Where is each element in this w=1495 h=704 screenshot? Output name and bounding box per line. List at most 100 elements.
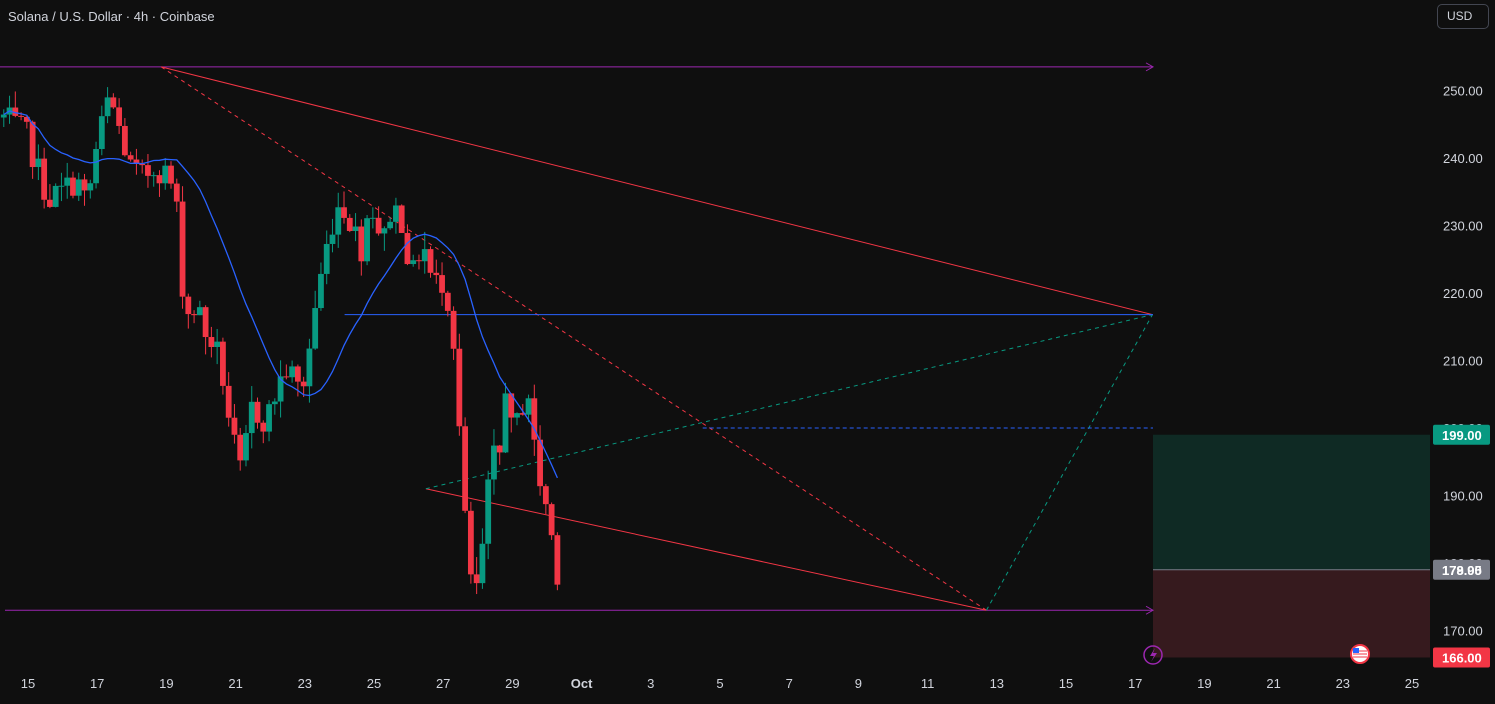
candle-body	[104, 97, 111, 117]
candle-body	[196, 307, 203, 316]
candle-body	[341, 207, 347, 218]
candle-body	[502, 393, 509, 453]
candle	[346, 214, 353, 233]
candle-body	[491, 445, 497, 480]
candle-body	[23, 116, 30, 122]
candle	[289, 360, 296, 383]
candle-body	[35, 158, 42, 168]
candle	[318, 262, 324, 311]
candle-body	[98, 116, 105, 150]
currency-button[interactable]: USD	[1437, 4, 1489, 29]
candle-body	[173, 183, 180, 202]
x-tick-label: 23	[298, 676, 312, 691]
candle-body	[185, 296, 192, 315]
candle	[531, 384, 538, 456]
y-tick-label: 220.00	[1443, 286, 1483, 301]
x-tick-label: 21	[1266, 676, 1280, 691]
lightning-icon-ring	[1143, 645, 1163, 665]
candle-body	[456, 348, 463, 427]
candle	[266, 400, 272, 442]
candle-body	[393, 205, 399, 222]
candle-body	[346, 217, 353, 231]
candle	[70, 171, 76, 199]
candle-body	[450, 310, 457, 349]
lightning-icon-bolt	[1150, 648, 1157, 662]
candle-body	[139, 163, 146, 166]
position-zones	[1153, 434, 1430, 658]
candle-body	[294, 366, 301, 382]
candle-body	[335, 207, 342, 235]
candle-body	[519, 413, 526, 415]
candle	[0, 109, 7, 128]
candle-body	[300, 381, 307, 387]
candle	[479, 528, 486, 589]
candle	[502, 382, 509, 454]
candle-body	[29, 121, 36, 168]
x-tick-label: 17	[90, 676, 104, 691]
candle-body	[410, 260, 417, 265]
candle	[254, 397, 261, 429]
x-tick-label: 25	[1405, 676, 1419, 691]
candle	[185, 293, 192, 329]
candle-body	[554, 535, 561, 585]
candle	[485, 470, 492, 560]
candle-body	[243, 433, 249, 461]
candle	[202, 305, 209, 355]
candle-body	[214, 341, 221, 348]
candle	[173, 178, 180, 213]
candle	[52, 183, 59, 208]
y-tick-label: 170.00	[1443, 624, 1483, 639]
candle	[179, 186, 186, 309]
candle	[456, 333, 463, 436]
candle-body	[548, 504, 555, 536]
candle-body	[237, 434, 244, 461]
candle	[64, 162, 71, 199]
candle	[121, 118, 128, 157]
candle	[514, 412, 520, 426]
candle	[277, 360, 284, 418]
symbol-title: Solana / U.S. Dollar · 4h · Coinbase	[8, 9, 215, 24]
candle-body	[191, 314, 197, 316]
candle	[364, 214, 370, 266]
candle	[410, 254, 417, 267]
x-tick-label: 17	[1128, 676, 1142, 691]
candle-body	[542, 486, 549, 505]
candle-body	[70, 177, 76, 196]
candle-body	[427, 249, 434, 273]
dashed-diagonal-down	[160, 66, 987, 611]
candle	[312, 290, 319, 350]
lightning-icon	[1143, 645, 1163, 665]
candle-body	[254, 401, 261, 423]
candle-body	[467, 510, 474, 575]
candle	[404, 224, 411, 266]
candle	[496, 444, 503, 465]
moving-average-layer	[3, 110, 558, 479]
us-flag-icon	[1350, 644, 1370, 664]
x-tick-label: 23	[1336, 676, 1350, 691]
stop-price-label-text: 166.00	[1442, 651, 1482, 666]
candle-body	[479, 543, 486, 584]
candle-body	[462, 426, 469, 511]
candle-body	[369, 217, 376, 219]
candle-body	[496, 445, 503, 453]
candle-body	[312, 308, 319, 349]
candle-body	[531, 398, 538, 440]
x-tick-label: 3	[647, 676, 654, 691]
x-tick-label: 15	[1059, 676, 1073, 691]
candle-body	[162, 165, 169, 184]
x-tick-label: 13	[990, 676, 1004, 691]
candle-body	[473, 574, 480, 584]
candle	[139, 159, 146, 174]
candle-body	[87, 183, 94, 191]
axes-layer: 15 17 19 21 23 25 27 29 Oct 3 5 7 9 11 13 15 17 19 21 23 25 1…	[21, 84, 1490, 691]
candle	[225, 372, 232, 427]
candle-body	[18, 115, 24, 117]
loss-zone	[1153, 569, 1430, 658]
candle	[381, 226, 388, 251]
candle	[393, 197, 399, 234]
candle	[398, 204, 405, 233]
candle	[191, 310, 197, 324]
candle	[416, 254, 422, 270]
x-tick-label: 25	[367, 676, 381, 691]
